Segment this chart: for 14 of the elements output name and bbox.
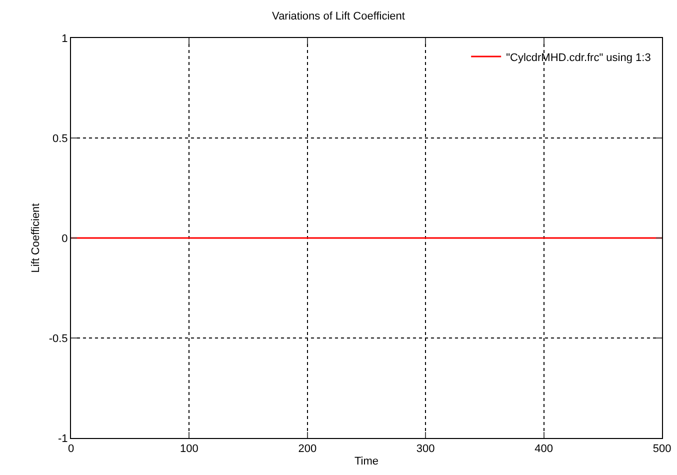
x-tick-label: 400 [534, 443, 553, 456]
y-tick-label: 1 [62, 32, 68, 45]
x-tick-label: 200 [298, 443, 317, 456]
legend-label: "CylcdrMHD.cdr.frc" using 1:3 [506, 52, 651, 64]
y-tick-label: -1 [58, 432, 68, 445]
x-axis-title: Time [354, 455, 379, 468]
y-tick-label: 0 [62, 232, 68, 245]
y-axis-title: Lift Coefficient [30, 203, 42, 273]
chart-title: Variations of Lift Coefficient [272, 10, 405, 23]
x-tick-label: 500 [652, 443, 672, 456]
y-tick-label: 0.5 [52, 132, 68, 145]
y-tick-label: -0.5 [48, 332, 68, 345]
x-tick-label: 100 [180, 443, 198, 456]
x-tick-label: 300 [416, 443, 435, 456]
